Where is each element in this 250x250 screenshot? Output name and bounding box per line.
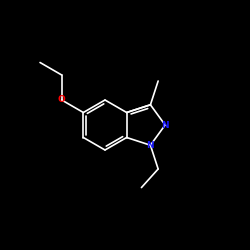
Text: O: O bbox=[58, 96, 66, 104]
Text: N: N bbox=[161, 120, 169, 130]
Text: N: N bbox=[146, 141, 154, 150]
